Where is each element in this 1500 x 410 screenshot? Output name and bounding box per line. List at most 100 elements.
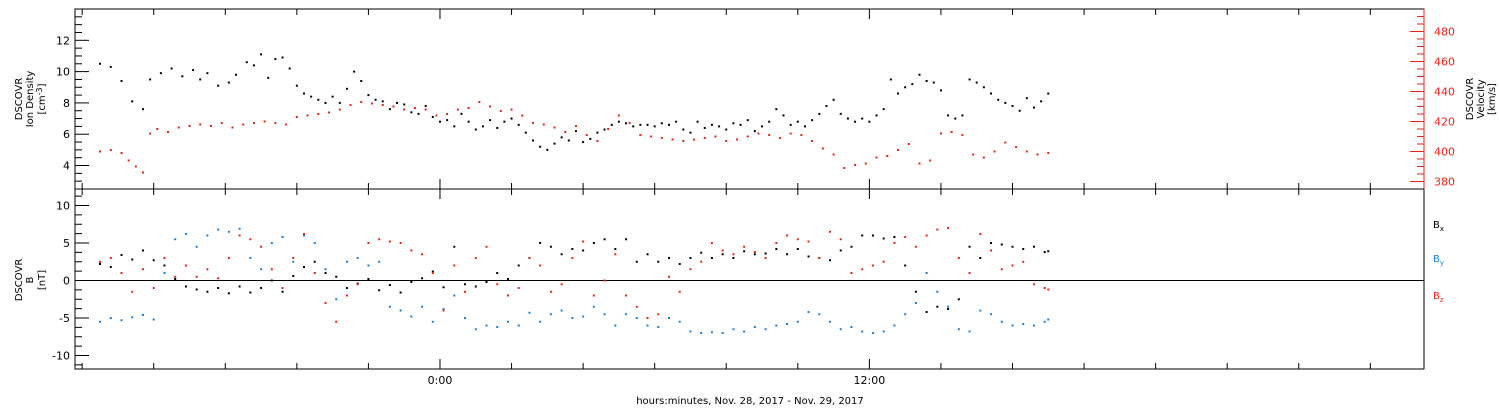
velocity-point	[489, 105, 492, 108]
by-point	[474, 328, 477, 331]
velocity-point	[703, 137, 706, 139]
by-point	[667, 317, 670, 319]
bx-point	[442, 286, 445, 289]
density-point	[532, 139, 535, 142]
by-point	[195, 245, 198, 248]
velocity-point	[768, 134, 771, 136]
bz-point	[839, 238, 842, 241]
bx-point	[335, 275, 338, 278]
by-point	[753, 326, 756, 328]
bz-point	[335, 320, 338, 323]
velocity-point	[553, 126, 556, 129]
velocity-point	[338, 108, 341, 111]
bx-point	[764, 252, 767, 255]
bz-point	[807, 240, 810, 243]
bz-point	[399, 242, 402, 244]
by-point	[646, 324, 649, 327]
by-point	[431, 320, 434, 323]
velocity-point	[231, 126, 234, 129]
legend-bx: Bx	[1433, 220, 1444, 233]
bz-point	[109, 257, 112, 259]
density-point	[725, 128, 728, 131]
density-point	[345, 87, 348, 90]
bottom-left-label-line-3: [nT]	[37, 270, 48, 290]
bz-point	[378, 238, 381, 241]
by-point	[453, 294, 456, 297]
by-point	[625, 313, 628, 316]
bz-point	[464, 290, 467, 293]
density-point	[524, 131, 527, 134]
density-point	[99, 62, 102, 65]
velocity-point	[360, 101, 363, 103]
density-point	[353, 70, 356, 73]
velocity-point	[263, 120, 266, 123]
bz-point	[431, 272, 434, 274]
legend-by-base: B	[1433, 254, 1440, 265]
by-point	[506, 320, 509, 323]
b-field-axis-tick-label: 0	[63, 275, 70, 288]
density-point	[632, 125, 635, 128]
by-point	[260, 268, 263, 271]
density-point	[489, 119, 492, 122]
by-point	[249, 257, 252, 259]
velocity-point	[757, 132, 760, 135]
density-point	[825, 105, 828, 108]
velocity-point	[746, 135, 749, 138]
bz-point	[141, 268, 144, 271]
bz-point	[678, 290, 681, 293]
by-point	[120, 319, 123, 322]
by-point	[990, 313, 993, 316]
density-point	[775, 108, 778, 111]
bx-point	[1032, 245, 1035, 248]
bz-point	[582, 240, 585, 243]
velocity-point	[521, 114, 524, 117]
bz-point	[732, 253, 735, 256]
velocity-axis-tick-label: 480	[1434, 26, 1455, 39]
bx-point	[657, 260, 660, 263]
density-point	[939, 89, 942, 92]
velocity-point	[617, 114, 620, 117]
velocity-point	[1004, 141, 1007, 144]
velocity-point	[650, 135, 653, 138]
bx-point	[163, 264, 166, 267]
bz-point	[517, 287, 520, 289]
density-point	[510, 117, 513, 120]
bz-point	[549, 290, 552, 293]
velocity-point	[1036, 153, 1039, 156]
velocity-point	[109, 149, 112, 151]
density-point	[589, 137, 592, 140]
density-point	[889, 78, 892, 81]
bz-point	[635, 305, 638, 308]
bx-point	[893, 236, 896, 238]
velocity-axis-tick-label: 440	[1434, 86, 1455, 99]
bx-point	[990, 242, 993, 244]
density-point	[990, 92, 993, 95]
velocity-point	[127, 159, 130, 162]
velocity-point	[854, 164, 857, 166]
density-axis-tick-label: 4	[63, 160, 70, 173]
bz-point	[485, 245, 488, 248]
density-point	[120, 80, 123, 82]
by-point	[936, 290, 939, 293]
density-point	[768, 120, 771, 123]
by-point	[421, 305, 424, 308]
velocity-point	[918, 162, 921, 165]
density-point	[675, 120, 678, 123]
velocity-point	[950, 131, 953, 133]
velocity-point	[252, 122, 255, 124]
bx-point	[109, 266, 112, 268]
velocity-point	[220, 122, 223, 124]
bx-point	[141, 249, 144, 252]
legend-by-sub: y	[1440, 259, 1444, 267]
bx-point	[431, 270, 434, 273]
by-point	[313, 242, 316, 244]
density-point	[732, 122, 735, 125]
bx-point	[667, 257, 670, 259]
density-point	[596, 131, 599, 134]
density-point	[539, 145, 542, 148]
velocity-point	[993, 150, 996, 153]
bz-point	[925, 234, 928, 237]
velocity-point	[120, 152, 123, 154]
bz-point	[947, 227, 950, 229]
bx-point	[914, 290, 917, 293]
